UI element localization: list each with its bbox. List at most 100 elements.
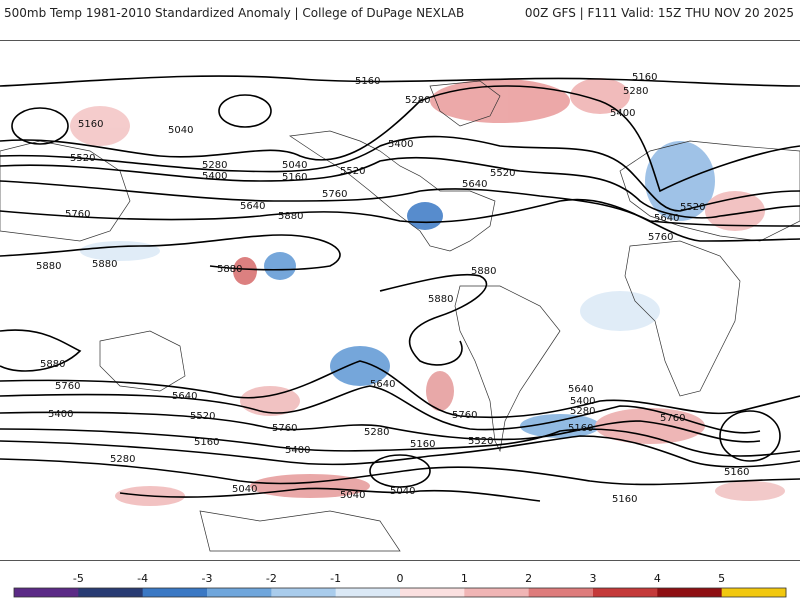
closed-low-northwest: [11, 107, 69, 145]
contour-label: 5880: [92, 259, 117, 270]
colorbar-tick-label: 1: [461, 572, 468, 585]
contour-label: 5400: [48, 409, 73, 420]
contour-5640-north: [0, 180, 800, 227]
colorbar-tick-label: 4: [654, 572, 661, 585]
closed-low-southern-ocean: [369, 454, 431, 488]
contour-5520-north: [0, 156, 800, 219]
contour-5040-south: [119, 487, 541, 502]
colorbar-canvas: -5 -4 -3 -2 -1 0 1 2 3 4 5: [13, 572, 787, 598]
contour-label: 5160: [355, 76, 380, 87]
contour-5760-south: [0, 360, 800, 419]
colorbar-tick-label: -1: [330, 572, 341, 585]
weak-cold-anomaly-africa: [580, 291, 660, 331]
contour-label: 5760: [452, 410, 477, 421]
contour-label: 5640: [568, 384, 593, 395]
contour-label: 5400: [285, 445, 310, 456]
contour-label: 5760: [272, 423, 297, 434]
contour-5400-north: [0, 135, 800, 212]
contour-5160-north: [0, 75, 800, 87]
contour-label: 5400: [388, 139, 413, 150]
contour-label: 5160: [78, 119, 103, 130]
contour-label: 5880: [40, 359, 65, 370]
contour-label: 5520: [490, 168, 515, 179]
contour-5400-south: [0, 428, 800, 457]
colorbar-segment: [721, 588, 787, 597]
colorbar-segment: [400, 588, 465, 597]
warm-anomaly-arctic-east: [570, 78, 630, 114]
contour-label: 5160: [282, 172, 307, 183]
colorbar-tick-label: 5: [718, 572, 725, 585]
greenland-outline: [429, 80, 501, 127]
colorbar-tick-label: 0: [397, 572, 404, 585]
warm-anomaly-siberia-arctic: [430, 79, 570, 123]
map-canvas: 5160 5160 5280 5280 5400 5160 5040 5520 …: [0, 72, 800, 552]
colorbar-tick-label: -4: [137, 572, 148, 585]
contour-label: 5040: [390, 486, 415, 497]
contour-label: 5640: [172, 391, 197, 402]
closed-low-south-indian: [719, 410, 781, 462]
contour-label: 5760: [65, 209, 90, 220]
contour-5280-south: [0, 435, 800, 468]
africa-outline: [624, 240, 741, 397]
contour-label: 5880: [278, 211, 303, 222]
contour-label: 5520: [340, 166, 365, 177]
contour-5880-south: [0, 329, 82, 372]
warm-anomaly-tasman: [240, 386, 300, 416]
contour-label: 5640: [240, 201, 265, 212]
height-contours: [0, 75, 800, 502]
warm-anomaly-pacific: [233, 257, 257, 285]
contour-label-layer: 5160 5160 5280 5280 5400 5160 5040 5520 …: [36, 72, 749, 505]
contour-label: 5280: [623, 86, 648, 97]
contour-label: 5880: [217, 264, 242, 275]
contour-label: 5160: [632, 72, 657, 83]
colorbar-tick-label: -3: [202, 572, 213, 585]
weak-cold-anomaly-asia: [80, 241, 160, 261]
contour-label: 5520: [680, 202, 705, 213]
contour-label: 5280: [202, 160, 227, 171]
colorbar-segment: [14, 588, 79, 597]
contour-label: 5160: [194, 437, 219, 448]
contour-label: 5880: [428, 294, 453, 305]
contour-label: 5640: [370, 379, 395, 390]
contour-label: 5520: [70, 153, 95, 164]
colorbar-segment: [528, 588, 594, 597]
contour-label: 5400: [570, 396, 595, 407]
contour-label: 5040: [282, 160, 307, 171]
warm-anomaly-south-pacific: [426, 371, 454, 411]
contour-label: 5400: [610, 108, 635, 119]
contour-label: 5760: [648, 232, 673, 243]
colorbar-tick-label: 2: [525, 572, 532, 585]
contour-label: 5280: [570, 406, 595, 417]
colorbar-tick-label: -5: [73, 572, 84, 585]
contour-5640-south: [0, 385, 761, 434]
contour-5520-south: [0, 411, 761, 443]
cold-anomaly-pacific: [264, 252, 296, 280]
contour-label: 5280: [364, 427, 389, 438]
contour-label: 5040: [340, 490, 365, 501]
warm-anomaly-southern-ocean-east: [715, 481, 785, 501]
anomaly-map: 5160 5160 5280 5280 5400 5160 5040 5520 …: [0, 40, 800, 561]
contour-label: 5880: [36, 261, 61, 272]
cold-anomaly-mexico: [407, 202, 443, 230]
south-america-outline: [454, 285, 561, 453]
contour-label: 5160: [568, 423, 593, 434]
contour-label: 5640: [654, 213, 679, 224]
cold-anomaly-south-atlantic: [520, 414, 600, 438]
colorbar-segment: [593, 588, 658, 597]
map-title: 500mb Temp 1981-2010 Standardized Anomal…: [4, 6, 465, 20]
contour-label: 5160: [612, 494, 637, 505]
anomaly-colorbar: -5 -4 -3 -2 -1 0 1 2 3 4 5: [0, 562, 800, 600]
warm-anomaly-northwest: [70, 106, 130, 146]
contour-label: 5520: [190, 411, 215, 422]
closed-low-pacific: [218, 94, 272, 128]
colorbar-segment: [657, 588, 723, 597]
colorbar-segment: [464, 588, 530, 597]
model-run-info: 00Z GFS | F111 Valid: 15Z THU NOV 20 202…: [524, 6, 794, 20]
australia-outline: [99, 330, 186, 392]
contour-label: 5760: [322, 189, 347, 200]
contour-label: 5760: [660, 413, 685, 424]
contour-5280-north: [0, 85, 800, 193]
cold-anomaly-south-pacific: [330, 346, 390, 386]
coastlines: [0, 80, 800, 552]
contour-label: 5160: [724, 467, 749, 478]
